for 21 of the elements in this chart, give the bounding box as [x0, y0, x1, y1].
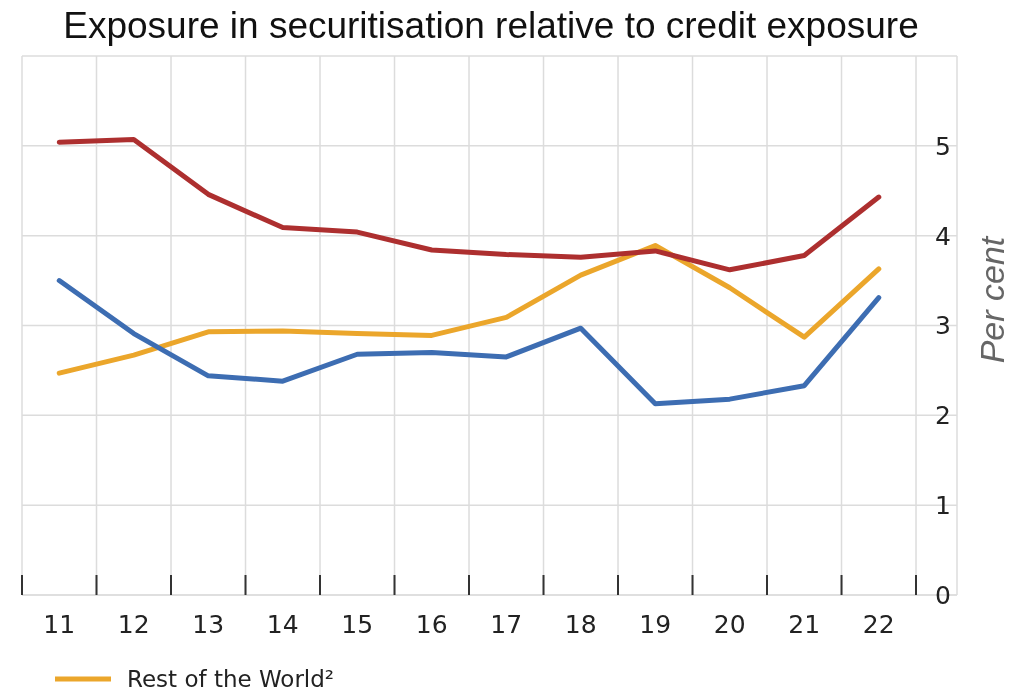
- y-tick-label: 3: [935, 311, 951, 341]
- x-tick-label: 22: [862, 609, 895, 639]
- x-tick-label: 15: [341, 609, 374, 639]
- x-tick-label: 12: [117, 609, 150, 639]
- x-tick-label: 17: [490, 609, 523, 639]
- x-tick-label: 21: [788, 609, 821, 639]
- chart-title: Exposure in securitisation relative to credit exposure: [63, 5, 919, 46]
- x-tick-label: 11: [43, 609, 76, 639]
- y-tick-label: 0: [935, 580, 951, 610]
- y-tick-label: 1: [935, 491, 951, 521]
- x-tick-label: 18: [564, 609, 597, 639]
- y-tick-label: 4: [935, 221, 951, 251]
- y-tick-label: 5: [935, 131, 951, 161]
- x-tick-label: 16: [415, 609, 448, 639]
- x-tick-label: 19: [639, 609, 672, 639]
- x-tick-label: 14: [266, 609, 299, 639]
- legend-label: Rest of the World²: [127, 666, 335, 692]
- y-tick-label: 2: [935, 401, 951, 431]
- x-tick-label: 13: [192, 609, 225, 639]
- y-axis-title: Per cent: [973, 236, 1011, 364]
- x-tick-label: 20: [713, 609, 746, 639]
